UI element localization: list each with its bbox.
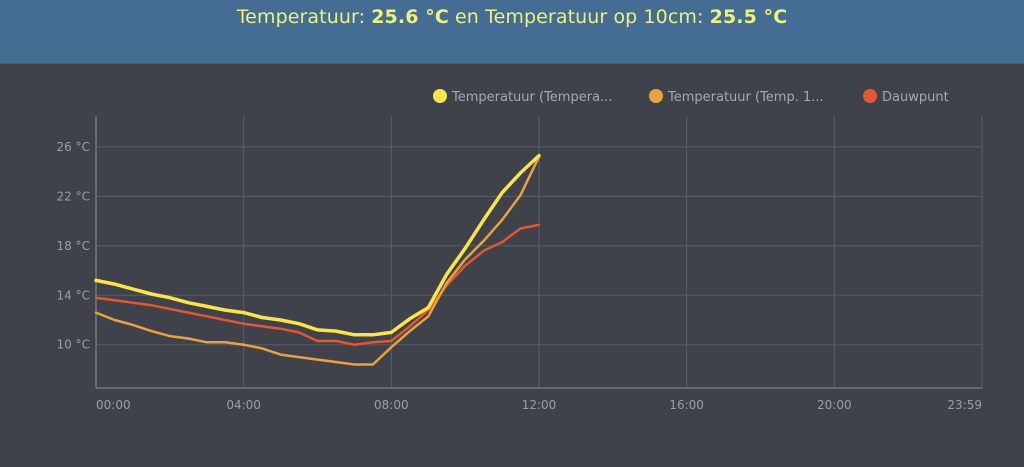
- x-tick-label: 23:59: [947, 398, 982, 412]
- x-tick-label: 08:00: [374, 398, 409, 412]
- series-line-2: [94, 223, 541, 346]
- header-bar: Temperatuur: 25.6 °C en Temperatuur op 1…: [0, 0, 1024, 64]
- value-temperature-10cm: 25.5 °C: [709, 6, 788, 28]
- legend-label-1: Temperatuur (Temp. 1...: [667, 90, 824, 105]
- legend-marker-1: [649, 89, 663, 103]
- label-temperature-10cm: en Temperatuur op 10cm:: [448, 6, 710, 28]
- temperature-line-chart: 10 °C 14 °C 18 °C 22 °C 26 °C 00:00 04:00 08:00…: [57, 89, 983, 412]
- y-tick-label: 14 °C: [57, 288, 90, 302]
- x-tick-label: 16:00: [669, 398, 704, 412]
- x-tick-label: 00:00: [96, 398, 131, 412]
- y-tick-label: 18 °C: [57, 239, 90, 253]
- x-tick-label: 20:00: [817, 398, 852, 412]
- legend-label-0: Temperatuur (Tempera...: [451, 90, 612, 105]
- x-tick-label: 12:00: [522, 398, 557, 412]
- legend-marker-0: [433, 89, 447, 103]
- legend-marker-2: [863, 89, 877, 103]
- y-tick-label: 10 °C: [57, 338, 90, 352]
- x-tick-label: 04:00: [226, 398, 261, 412]
- legend-label-2: Dauwpunt: [882, 90, 949, 105]
- chart-area: 10 °C 14 °C 18 °C 22 °C 26 °C 00:00 04:00 08:00…: [0, 64, 1024, 463]
- series-line-1: [94, 155, 541, 366]
- series-line-0: [94, 153, 541, 337]
- value-temperature: 25.6 °C: [371, 6, 449, 28]
- label-temperature: Temperatuur:: [236, 6, 372, 28]
- header-title: Temperatuur: 25.6 °C en Temperatuur op 1…: [0, 6, 1024, 28]
- y-tick-label: 22 °C: [57, 189, 90, 203]
- y-tick-label: 26 °C: [57, 140, 90, 154]
